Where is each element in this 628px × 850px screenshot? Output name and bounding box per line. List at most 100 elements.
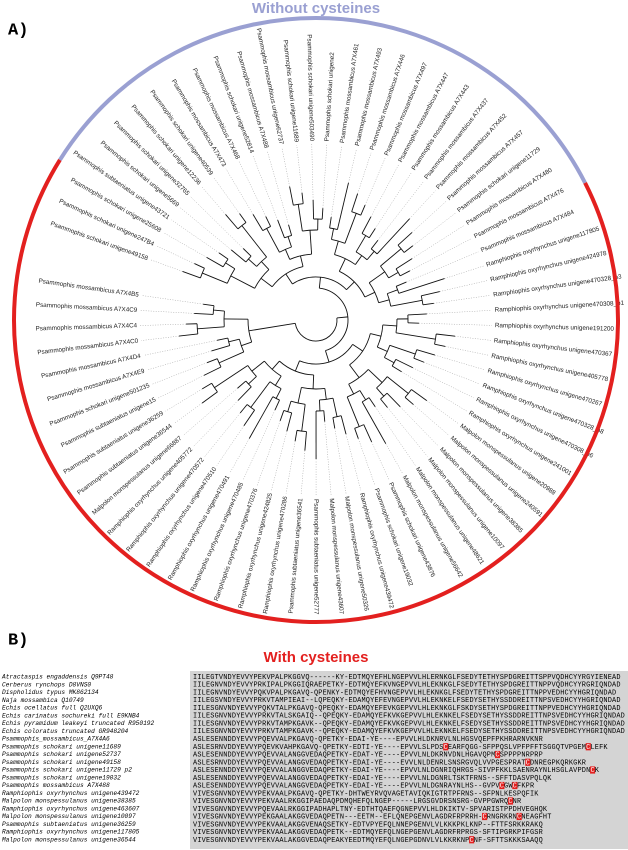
- branch: [287, 401, 292, 412]
- sequence-name: Psammophis mossambicus A7X488: [2, 782, 110, 789]
- sequence-name: Psammophis schokari unigene19032: [2, 774, 121, 781]
- branch: [260, 277, 273, 288]
- branch: [332, 398, 338, 417]
- branch: [297, 204, 303, 232]
- branch: [368, 271, 386, 284]
- branch: [230, 249, 247, 263]
- leaf-connector: [180, 207, 232, 251]
- leaf-label: Psammophis schokari unigene2: [324, 52, 336, 142]
- sequence: ASLESRNVDDYEVVYPQEVVALANGGVEDAQPETKY-EDA…: [193, 759, 586, 767]
- branch: [390, 299, 423, 307]
- branch: [321, 208, 324, 220]
- leaf-connector: [216, 425, 245, 466]
- branch: [266, 228, 280, 253]
- branch: [329, 227, 338, 230]
- leaf-connector: [242, 409, 276, 481]
- leaf-connector: [411, 225, 465, 259]
- branch: [395, 286, 400, 294]
- branch: [294, 317, 338, 342]
- branch: [397, 244, 405, 253]
- branch: [300, 255, 304, 267]
- branch: [411, 389, 428, 401]
- branch: [226, 268, 236, 284]
- leaf-connector: [150, 259, 183, 272]
- branch: [434, 343, 446, 347]
- branch: [201, 391, 218, 404]
- branch: [331, 239, 346, 244]
- branch: [203, 366, 222, 376]
- leaf-connector: [348, 148, 357, 183]
- branch: [413, 357, 425, 363]
- group-arc: [58, 16, 587, 184]
- leaf-label: Psammophis schokari unigene11689: [282, 40, 300, 143]
- sequence-name: Psammophis subtaeniatus unigene36259: [2, 821, 136, 828]
- leaf-connector: [158, 375, 205, 399]
- leaf-connector: [140, 323, 187, 326]
- branch: [218, 351, 244, 364]
- branch: [202, 382, 212, 390]
- leaf-label: Ramphiophis oxyrhynchus unigene470367: [493, 337, 613, 358]
- branch: [309, 230, 313, 255]
- sequence-name: Psammophis schokari unigene52737: [2, 751, 121, 758]
- branch: [218, 252, 229, 260]
- sequence-name: Psammophis schokari unigene11729 p2: [2, 767, 132, 774]
- branch: [287, 236, 292, 248]
- branch: [413, 349, 418, 359]
- cysteine-highlight: [516, 812, 522, 821]
- branch: [395, 332, 436, 340]
- leaf-connector: [401, 371, 467, 412]
- branch: [389, 344, 416, 355]
- cysteine-highlight: [495, 750, 501, 759]
- leaf-connector: [400, 406, 439, 447]
- branch: [360, 204, 366, 216]
- cysteine-highlight: [585, 743, 591, 751]
- cysteine-highlight: [499, 781, 505, 790]
- leaf-connector: [141, 295, 204, 305]
- leaf-label: Psammophis schokari unigene52814: [211, 55, 255, 154]
- branch: [404, 397, 414, 405]
- branch: [386, 392, 401, 408]
- branch: [248, 396, 274, 439]
- cysteine-highlight: [590, 766, 596, 774]
- leaf-connector: [171, 219, 220, 254]
- branch: [388, 271, 399, 279]
- branch: [301, 404, 306, 432]
- leaf-connector: [423, 362, 481, 385]
- leaf-connector: [371, 441, 390, 481]
- branch: [319, 287, 349, 352]
- branch: [348, 383, 355, 395]
- sequence: IILESGNVNDYEVVYPRKVTALSKGAIQ--QPEQKY-EDA…: [193, 713, 625, 721]
- leaf-connector: [409, 190, 436, 219]
- branch: [359, 390, 367, 401]
- branch: [297, 387, 302, 404]
- branch: [245, 380, 252, 388]
- leaf-connector: [204, 412, 241, 457]
- branch: [275, 388, 282, 399]
- leaf-connector: [252, 155, 278, 221]
- branch: [247, 319, 253, 343]
- leaf-connector: [271, 431, 288, 491]
- branch: [225, 262, 236, 270]
- panel-label: B): [8, 631, 28, 650]
- branch: [290, 400, 306, 405]
- branch: [288, 224, 293, 236]
- branch: [279, 246, 292, 253]
- branch: [376, 387, 385, 397]
- leaf-label: Psammophis mossambicus A7X4C4: [36, 322, 138, 332]
- branch: [301, 192, 304, 204]
- leaf-connector: [385, 443, 403, 474]
- sequence-name: Dispholidus typus MK862134: [2, 689, 99, 696]
- branch: [225, 214, 239, 230]
- sequence-name: Ramphiophis oxyrhynchus unigene117805: [2, 829, 140, 836]
- branch: [368, 397, 376, 407]
- branch: [202, 272, 228, 284]
- sequence-name: Ramphiophis oxyrhynchus unigene463607: [2, 805, 140, 812]
- branch: [399, 270, 411, 277]
- leaf-connector: [345, 434, 361, 491]
- leaf-connector: [296, 145, 303, 193]
- leaf-connector: [140, 310, 195, 314]
- branch: [216, 337, 228, 341]
- sequence-name: Echis carinatus sochureki full E9KNB4: [2, 712, 140, 719]
- sequence-name: Ramphiophis oxyrhynchus unigene439472: [2, 790, 140, 797]
- leaf-connector: [183, 388, 238, 436]
